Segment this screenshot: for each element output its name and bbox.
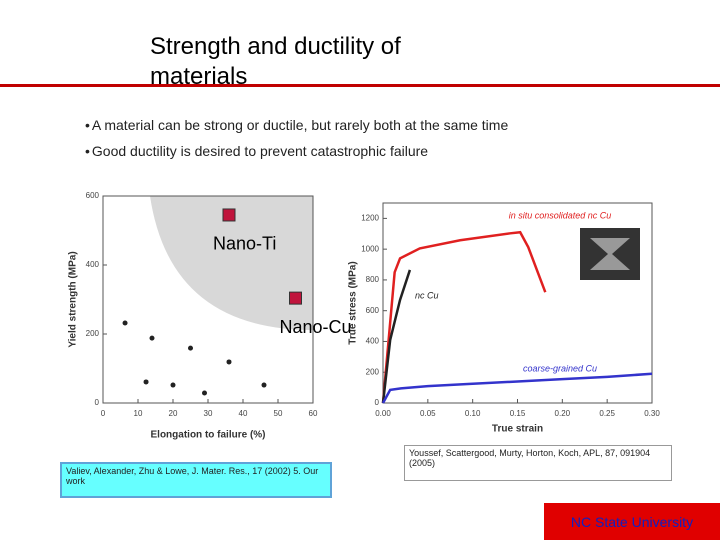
x-tick-label: 0.20 bbox=[555, 409, 571, 418]
y-tick-label: 1000 bbox=[361, 244, 379, 253]
x-axis-label: True strain bbox=[492, 424, 543, 435]
point bbox=[226, 359, 232, 365]
point bbox=[261, 382, 267, 388]
title-rule bbox=[0, 84, 720, 87]
y-tick-label: 600 bbox=[86, 191, 100, 200]
shaded-region bbox=[150, 196, 313, 330]
line bbox=[381, 269, 412, 404]
point bbox=[188, 345, 193, 351]
point bbox=[149, 335, 155, 341]
line bbox=[381, 230, 547, 404]
series-label: coarse-grained Cu bbox=[523, 363, 597, 373]
annotation: Nano-Ti bbox=[213, 234, 276, 254]
inset-shape bbox=[590, 238, 630, 270]
slide-title: Strength and ductility of materials bbox=[150, 33, 401, 90]
x-tick-label: 20 bbox=[169, 409, 178, 418]
x-tick-label: 50 bbox=[274, 409, 283, 418]
x-tick-label: 10 bbox=[134, 409, 143, 418]
point bbox=[202, 390, 207, 396]
y-tick-label: 400 bbox=[366, 337, 380, 346]
y-tick-label: 400 bbox=[86, 260, 100, 269]
y-axis-label: Yield strength (MPa) bbox=[68, 251, 79, 347]
y-tick-label: 600 bbox=[366, 306, 380, 315]
x-tick-label: 0.15 bbox=[510, 409, 526, 418]
bullet-list: A material can be strong or ductile, but… bbox=[85, 117, 508, 169]
y-tick-label: 1200 bbox=[361, 213, 379, 222]
point bbox=[170, 382, 176, 388]
x-tick-label: 60 bbox=[309, 409, 318, 418]
footer: NC State University bbox=[544, 503, 720, 540]
citation: Valiev, Alexander, Zhu & Lowe, J. Mater.… bbox=[60, 462, 332, 498]
x-tick-label: 0.30 bbox=[644, 409, 660, 418]
annotation: Nano-Cu bbox=[280, 317, 352, 337]
line bbox=[381, 372, 653, 404]
y-tick-label: 0 bbox=[95, 398, 100, 407]
series-label: in situ consolidated nc Cu bbox=[509, 210, 612, 220]
y-tick-label: 0 bbox=[375, 398, 380, 407]
marker bbox=[289, 291, 302, 305]
y-tick-label: 800 bbox=[366, 275, 380, 284]
x-tick-label: 0.10 bbox=[465, 409, 481, 418]
bullet: A material can be strong or ductile, but… bbox=[85, 117, 508, 133]
x-tick-label: 0.25 bbox=[599, 409, 615, 418]
point bbox=[143, 379, 149, 385]
marker bbox=[222, 208, 236, 222]
y-tick-label: 200 bbox=[366, 367, 380, 376]
point bbox=[122, 320, 128, 326]
series-label: nc Cu bbox=[415, 290, 439, 300]
x-axis-label: Elongation to failure (%) bbox=[151, 430, 266, 441]
bullet: Good ductility is desired to prevent cat… bbox=[85, 143, 508, 159]
x-tick-label: 0.05 bbox=[420, 409, 436, 418]
x-tick-label: 0.00 bbox=[375, 409, 391, 418]
y-axis-label: True stress (MPa) bbox=[348, 261, 359, 344]
x-tick-label: 40 bbox=[239, 409, 248, 418]
x-tick-label: 30 bbox=[204, 409, 213, 418]
y-tick-label: 200 bbox=[86, 329, 100, 338]
citation: Youssef, Scattergood, Murty, Horton, Koc… bbox=[404, 445, 672, 481]
x-tick-label: 0 bbox=[101, 409, 106, 418]
